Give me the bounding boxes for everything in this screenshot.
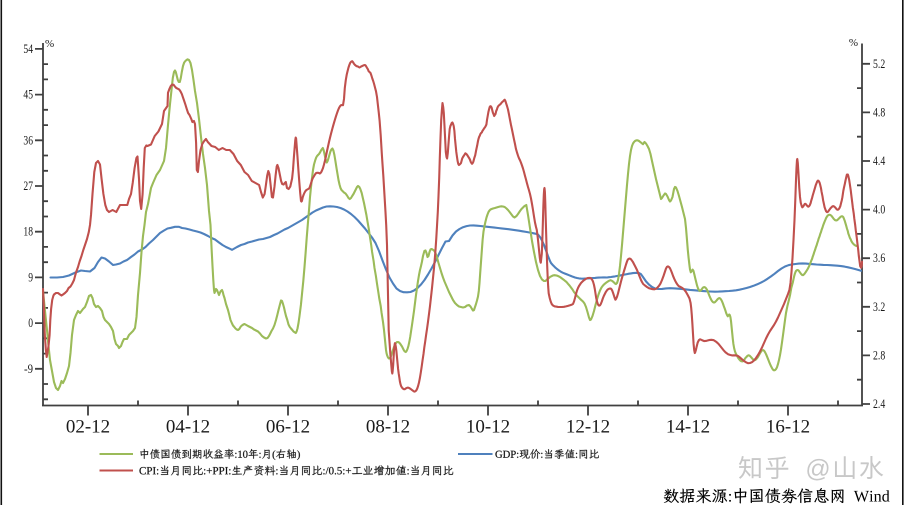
- svg-text:3.2: 3.2: [873, 300, 885, 314]
- svg-text:06-12: 06-12: [266, 417, 310, 438]
- svg-text:%: %: [849, 37, 858, 49]
- svg-text:9: 9: [28, 270, 33, 284]
- svg-text:54: 54: [23, 42, 33, 56]
- svg-text:4.8: 4.8: [873, 105, 885, 119]
- svg-text:08-12: 08-12: [366, 417, 410, 438]
- svg-text:04-12: 04-12: [166, 417, 210, 438]
- svg-text:27: 27: [23, 179, 33, 193]
- svg-text:2.8: 2.8: [873, 348, 885, 362]
- svg-text:4.4: 4.4: [873, 154, 886, 168]
- svg-text:45: 45: [23, 88, 33, 102]
- svg-text:4.0: 4.0: [873, 203, 885, 217]
- svg-text:02-12: 02-12: [66, 417, 110, 438]
- svg-text:2.4: 2.4: [873, 397, 886, 411]
- svg-text:36: 36: [23, 133, 33, 147]
- svg-text:14-12: 14-12: [666, 417, 710, 438]
- svg-text:3.6: 3.6: [873, 251, 885, 265]
- svg-text:10-12: 10-12: [466, 417, 510, 438]
- svg-text:-9: -9: [24, 362, 33, 376]
- svg-text:5.2: 5.2: [873, 57, 885, 71]
- svg-text:12-12: 12-12: [566, 417, 610, 438]
- svg-text:16-12: 16-12: [766, 417, 810, 438]
- svg-text:18: 18: [23, 225, 33, 239]
- svg-text:%: %: [45, 38, 54, 50]
- svg-text:0: 0: [28, 316, 33, 330]
